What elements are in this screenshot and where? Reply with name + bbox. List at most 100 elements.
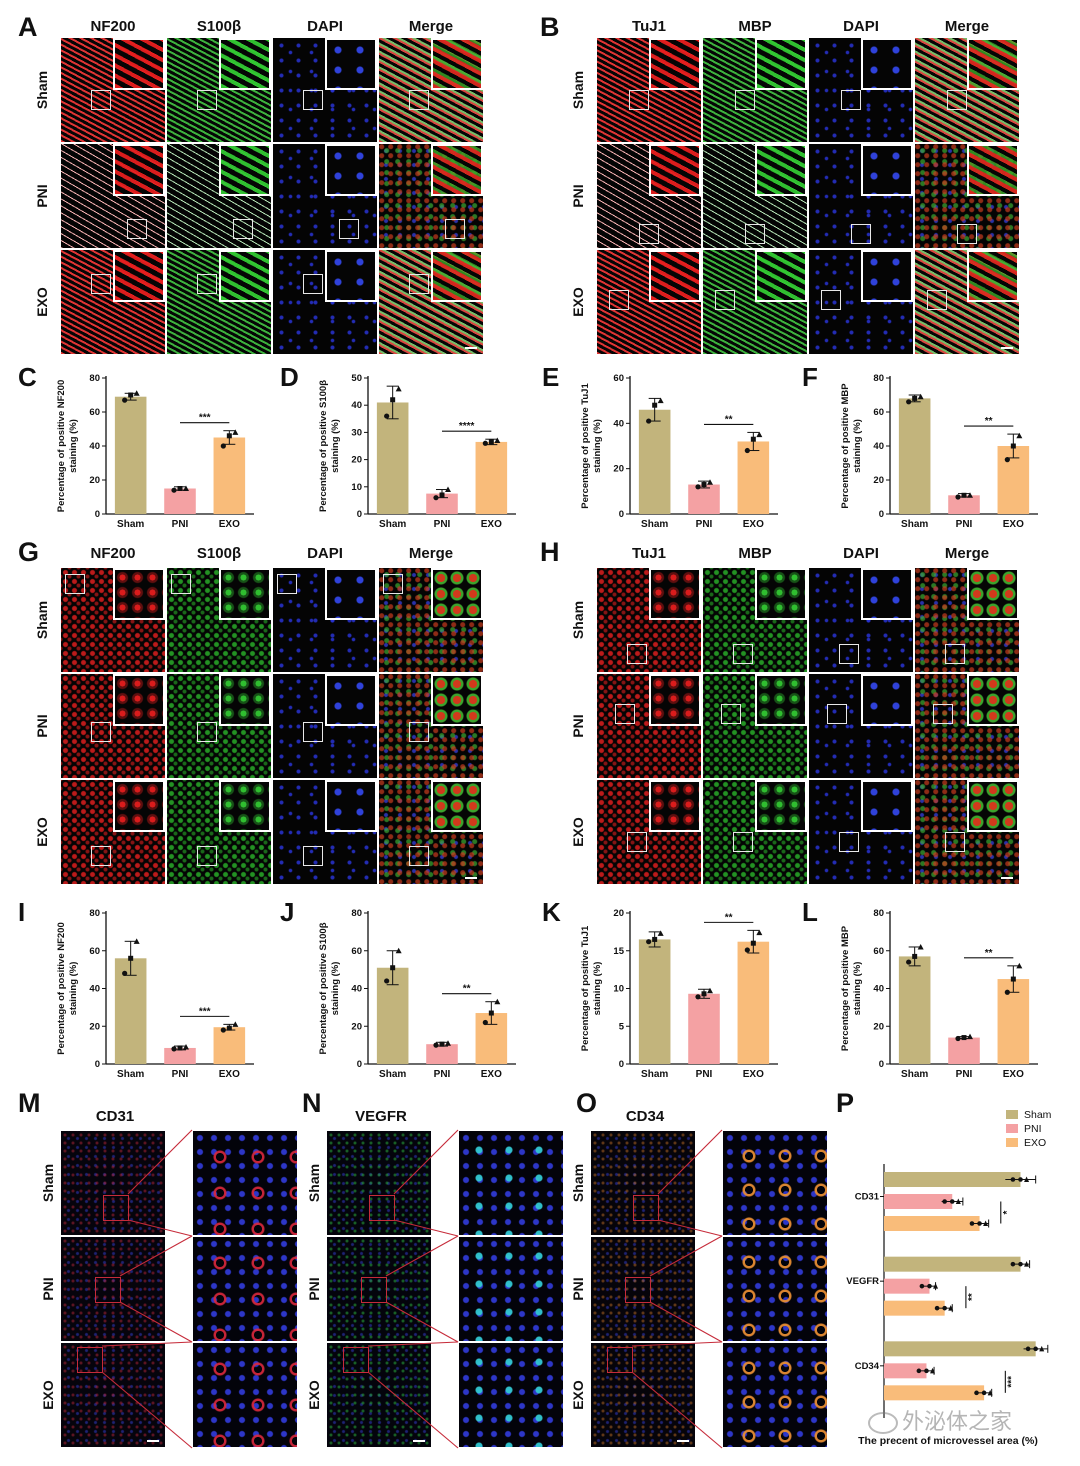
zoom-inset	[325, 568, 377, 620]
data-point	[1024, 1261, 1030, 1267]
zoom-inset	[325, 144, 377, 196]
stain-title-o: CD34	[625, 1108, 665, 1125]
zoom-inset	[649, 250, 701, 302]
data-point	[171, 487, 177, 493]
zoom-inset	[219, 38, 271, 90]
x-tick-label: EXO	[219, 519, 240, 530]
y-tick-label: 0	[879, 1059, 884, 1070]
row-label-exo-h: EXO	[570, 817, 586, 847]
micrograph-g-pni-merge	[378, 673, 484, 779]
x-tick-label: PNI	[956, 519, 973, 530]
roi-box	[339, 219, 359, 239]
y-tick-label: 20	[873, 1021, 884, 1032]
data-point	[183, 1044, 189, 1050]
y-axis-label: Percentage of positive NF200staining (%)	[56, 380, 79, 513]
panel-label-o: O	[576, 1088, 598, 1118]
bar-chart-e: E Percentage of positive TuJ1staining (%)…	[538, 360, 788, 540]
overview-m-exo	[60, 1342, 166, 1448]
y-tick-label: 60	[89, 407, 100, 418]
row-label-sham-g: Sham	[34, 600, 50, 640]
zoom-connector	[393, 1129, 459, 1237]
bar-exo	[213, 1027, 246, 1064]
y-tick-label: 15	[613, 946, 624, 957]
zoom-m-pni	[192, 1236, 298, 1342]
channel-header-nf200-g: NF200	[90, 545, 136, 562]
data-point	[744, 947, 750, 953]
bar-chart-i: I Percentage of positive NF200staining (%…	[14, 895, 264, 1090]
bar-vegfr-exo	[884, 1300, 945, 1316]
channel-header-dapi-a: DAPI	[307, 18, 343, 35]
scale-bar	[413, 1440, 425, 1442]
data-point	[1016, 432, 1023, 439]
bar-sham	[114, 958, 147, 1064]
chart-svg-k: K Percentage of positive TuJ1staining (%)…	[542, 897, 778, 1080]
panel-label-f: F	[802, 362, 818, 392]
roi-box	[127, 219, 147, 239]
panel-label-a: A	[18, 12, 38, 42]
y-tick-label: 60	[873, 407, 884, 418]
micrograph-g-exo-red	[60, 779, 166, 885]
roi-box	[65, 574, 85, 594]
micrograph-a-pni-merge	[378, 143, 484, 249]
row-label-exo-a: EXO	[34, 287, 50, 317]
data-point	[226, 433, 232, 439]
data-point	[906, 959, 912, 965]
data-point	[977, 1221, 982, 1226]
zoom-inset	[113, 250, 165, 302]
row-label-sham-h: Sham	[570, 600, 586, 640]
y-tick-label: 20	[351, 455, 362, 466]
y-tick-label: 20	[613, 464, 624, 475]
bar-exo	[997, 979, 1030, 1064]
scale-bar	[1001, 877, 1013, 879]
significance-marker: **	[967, 1293, 978, 1301]
stain-title-n: VEGFR	[355, 1108, 407, 1125]
legend-label: EXO	[1024, 1137, 1046, 1149]
micrograph-h-sham-merge	[914, 567, 1020, 673]
bar-exo	[213, 437, 246, 514]
row-label-pni-a: PNI	[34, 184, 50, 208]
roi-box	[303, 90, 323, 110]
category-label: CD34	[855, 1361, 880, 1372]
roi-box	[197, 274, 217, 294]
y-tick-label: 0	[619, 509, 624, 520]
data-point	[969, 1221, 975, 1226]
channel-header-merge-g: Merge	[408, 545, 454, 562]
y-tick-label: 0	[95, 509, 100, 520]
zoom-inset	[861, 144, 913, 196]
zoom-inset	[967, 144, 1019, 196]
roi-box	[735, 90, 755, 110]
bar-exo	[475, 441, 508, 514]
roi-box	[103, 1195, 129, 1221]
micrograph-b-sham-green	[702, 37, 808, 143]
data-point	[226, 1025, 232, 1031]
data-point	[987, 1389, 993, 1396]
y-tick-label: 5	[619, 1021, 625, 1032]
data-point	[917, 943, 924, 950]
roi-box	[197, 722, 217, 742]
data-point	[949, 1199, 955, 1204]
x-tick-label: PNI	[434, 1069, 451, 1080]
data-point	[750, 436, 756, 442]
data-point	[1004, 457, 1010, 463]
micrograph-h-sham-red	[596, 567, 702, 673]
zoom-n-pni	[458, 1236, 564, 1342]
zoom-m-sham	[192, 1130, 298, 1236]
overview-m-pni	[60, 1236, 166, 1342]
data-point	[927, 1283, 932, 1289]
micrograph-g-sham-green	[166, 567, 272, 673]
zoom-inset	[219, 250, 271, 302]
row-label-pni-b: PNI	[570, 184, 586, 208]
zoom-o-sham	[722, 1130, 828, 1236]
stain-title-m: CD31	[95, 1108, 135, 1125]
y-axis-label: Percentage of positive TuJ1staining (%)	[580, 925, 603, 1051]
micrograph-b-pni-green	[702, 143, 808, 249]
micrograph-h-exo-merge	[914, 779, 1020, 885]
zoom-inset	[649, 38, 701, 90]
data-point	[1024, 1176, 1030, 1182]
y-tick-label: 10	[613, 984, 624, 995]
roi-box	[933, 704, 953, 724]
roi-box	[629, 90, 649, 110]
zoom-inset	[967, 38, 1019, 90]
y-axis-label: Percentage of positive NF200staining (%)	[56, 922, 79, 1055]
chart-svg-i: I Percentage of positive NF200staining (%…	[18, 897, 254, 1080]
